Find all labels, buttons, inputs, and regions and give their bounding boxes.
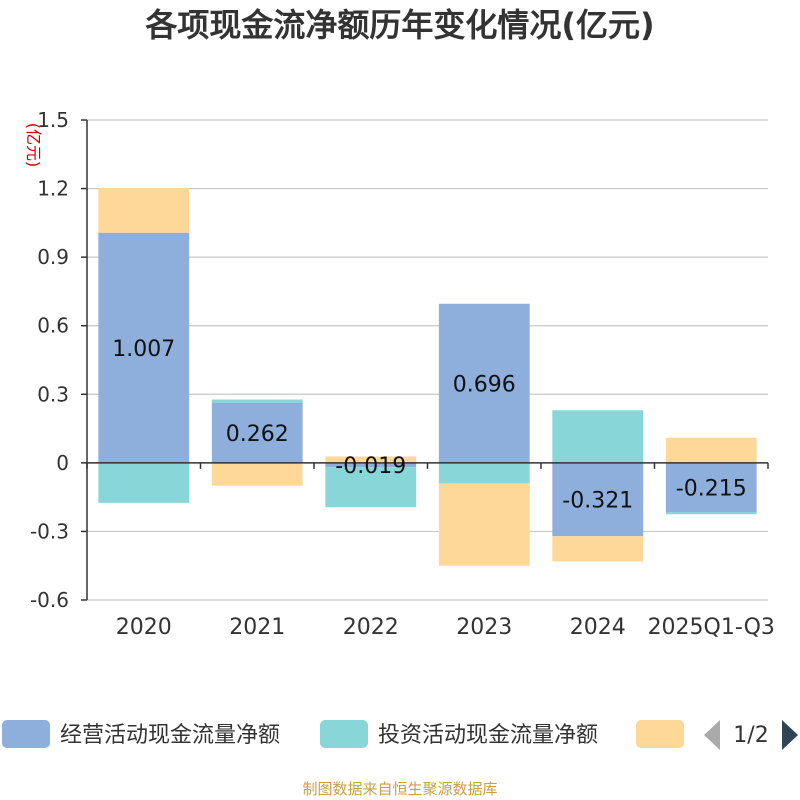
- bar-segment-0[interactable]: [98, 232, 190, 463]
- y-tick-labels: 1.5 1.2 0.9 0.6 0.3 0 -0.3 -0.6: [30, 108, 87, 612]
- bar-segment-0[interactable]: [325, 462, 417, 468]
- bar-segment-0[interactable]: [211, 402, 303, 463]
- y-axis-unit-label: (亿元): [24, 123, 43, 168]
- bar-segment-1[interactable]: [211, 399, 303, 403]
- legend-label-investing: 投资活动现金流量净额: [378, 723, 598, 748]
- x-tick-labels: 2020 2021 2022 2023 2024 2025Q1-Q3: [116, 615, 775, 640]
- legend-item-financing[interactable]: [636, 720, 684, 748]
- data-label: -0.215: [676, 476, 747, 501]
- y-tick-label: 0.6: [37, 314, 69, 338]
- y-tick-label: -0.6: [30, 588, 69, 612]
- bar-segment-2[interactable]: [325, 456, 417, 463]
- bar-segment-1[interactable]: [98, 462, 190, 503]
- y-tick-label: 0.3: [37, 382, 69, 406]
- data-source-note: 制图数据来自恒生聚源数据库: [302, 780, 497, 798]
- bar-segment-0[interactable]: [665, 462, 757, 512]
- y-tick-label: 0: [56, 451, 69, 475]
- bar-segment-2[interactable]: [665, 437, 757, 463]
- x-tick-label: 2023: [456, 615, 512, 640]
- y-tick-label: 1.2: [37, 177, 69, 201]
- data-label: 0.696: [453, 372, 516, 397]
- data-label: 0.262: [226, 422, 289, 447]
- data-labels: 1.007 0.262 -0.019 0.696 -0.321 -0.215: [112, 337, 746, 514]
- bar-segment-1[interactable]: [325, 467, 417, 508]
- y-tick-label: 0.9: [37, 245, 69, 269]
- legend-next-page-icon[interactable]: [782, 720, 798, 750]
- x-tick-label: 2021: [229, 615, 285, 640]
- chart-title: 各项现金流净额历年变化情况(亿元): [145, 6, 654, 44]
- legend-page-indicator: 1/2: [733, 723, 768, 748]
- bar-segment-1[interactable]: [438, 462, 530, 484]
- bar-segment-2[interactable]: [98, 188, 190, 233]
- legend-swatch-operating: [2, 720, 50, 748]
- legend-swatch-investing: [320, 720, 368, 748]
- bar-segment-1[interactable]: [665, 512, 757, 515]
- bar-segment-2[interactable]: [211, 462, 303, 486]
- bars: [98, 188, 757, 566]
- data-label: -0.321: [562, 489, 633, 514]
- y-tick-label: -0.3: [30, 519, 69, 543]
- x-tick-label: 2025Q1-Q3: [648, 615, 775, 640]
- x-tick-label: 2024: [570, 615, 626, 640]
- data-label: -0.019: [335, 454, 406, 479]
- gridlines: [87, 119, 768, 601]
- x-tick-label: 2022: [343, 615, 399, 640]
- legend-label-operating: 经营活动现金流量净额: [60, 723, 280, 748]
- data-label: 1.007: [112, 337, 175, 362]
- legend-item-operating[interactable]: 经营活动现金流量净额: [2, 720, 280, 748]
- legend-prev-page-icon[interactable]: [704, 720, 720, 750]
- y-tick-label: 1.5: [37, 108, 69, 132]
- bar-segment-0[interactable]: [552, 462, 644, 537]
- legend: 经营活动现金流量净额 投资活动现金流量净额 1/2: [2, 720, 798, 750]
- legend-item-investing[interactable]: 投资活动现金流量净额: [320, 720, 598, 748]
- x-tick-label: 2020: [116, 615, 172, 640]
- axes: [86, 120, 769, 600]
- bar-segment-2[interactable]: [552, 536, 644, 562]
- bar-segment-1[interactable]: [552, 410, 644, 463]
- legend-swatch-financing: [636, 720, 684, 748]
- bar-segment-0[interactable]: [438, 303, 530, 463]
- bar-segment-2[interactable]: [438, 483, 530, 566]
